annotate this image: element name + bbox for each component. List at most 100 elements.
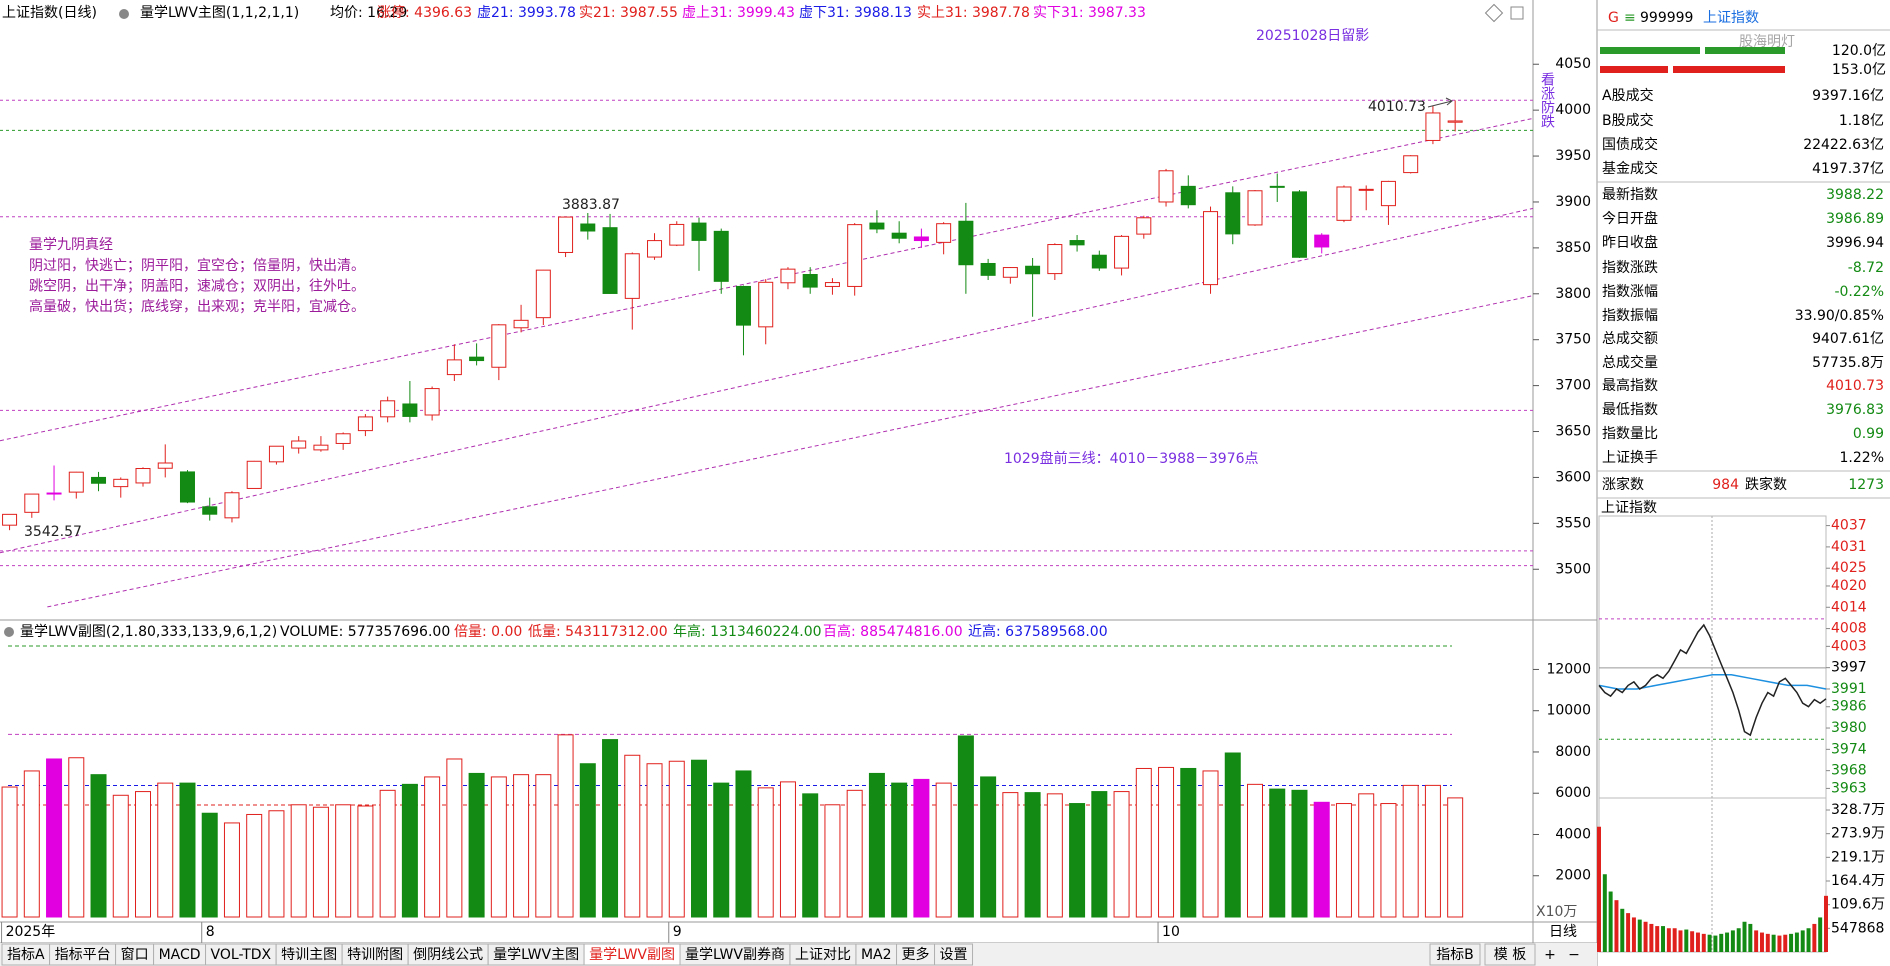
zoom-out[interactable]: − — [1568, 947, 1580, 963]
candle-body — [869, 222, 885, 230]
period-label[interactable]: 日线 — [1549, 924, 1577, 940]
chart-header: 虚21: 3993.78 — [477, 5, 576, 21]
candle-body — [802, 274, 818, 288]
candle-body — [291, 440, 307, 449]
tab-label[interactable]: 指标B — [1436, 947, 1474, 963]
chart-header: VOLUME: 577357696.00 — [280, 624, 450, 640]
y-tick-label: 3650 — [1555, 424, 1591, 440]
tab-label[interactable]: 特训附图 — [347, 947, 403, 963]
tab-label[interactable]: 设置 — [940, 947, 968, 963]
volume-bar — [46, 758, 63, 918]
intraday-volume-bar — [1800, 930, 1805, 952]
price-arrow — [1427, 97, 1453, 108]
candle-body — [758, 281, 774, 328]
chart-header: 虚下31: 3988.13 — [799, 5, 912, 21]
candle-body — [491, 324, 507, 368]
tab-label[interactable]: 量学LWV副券商 — [685, 947, 785, 963]
candle-body — [1002, 267, 1018, 278]
tab-label[interactable]: 指标A — [7, 947, 45, 963]
y-tick-label: 4031 — [1831, 539, 1867, 555]
chart-header: 上证指数(日线) — [2, 5, 97, 21]
intraday-volume-bar — [1643, 921, 1648, 952]
volume-bar — [535, 774, 552, 918]
candle-body — [179, 471, 195, 503]
intraday-volume-bar — [1631, 917, 1636, 952]
volume-bar — [624, 754, 641, 918]
tab-label[interactable]: 特训主图 — [281, 947, 337, 963]
quote-label: 最新指数 — [1602, 187, 1658, 203]
chart-header: 近高: 637589568.00 — [968, 623, 1108, 640]
volume-bar — [468, 772, 485, 918]
quote-value: 3976.83 — [1826, 402, 1884, 418]
intraday-volume-bar — [1777, 935, 1782, 952]
volume-bar — [1158, 766, 1175, 918]
volume-bar — [1224, 752, 1241, 918]
tab-label[interactable]: MA2 — [861, 947, 892, 963]
candle-body — [446, 359, 462, 376]
candle-body — [735, 285, 751, 326]
candle-body — [1203, 211, 1219, 286]
candle-body — [847, 224, 863, 287]
diamond-icon[interactable] — [1484, 3, 1504, 23]
intraday-volume-bar — [1818, 917, 1823, 952]
tab[interactable] — [1429, 943, 1481, 966]
g-label[interactable]: G — [1608, 10, 1619, 26]
candle-body — [669, 223, 685, 246]
quote-value: 9407.61亿 — [1812, 331, 1884, 347]
tab-label[interactable]: 量学LWV副图 — [589, 947, 675, 963]
annotation: 20251028日留影 — [1256, 28, 1369, 44]
candle-body — [1269, 185, 1285, 188]
tab-label[interactable]: 上证对比 — [795, 947, 851, 963]
volume-bar — [868, 772, 885, 918]
volume-bar — [913, 778, 930, 918]
zoom-in[interactable]: + — [1544, 947, 1556, 963]
volume-bar — [1069, 803, 1086, 918]
x-tick-label: 8 — [206, 924, 215, 940]
quote-value: -0.22% — [1834, 284, 1884, 300]
volume-bar — [1447, 797, 1464, 918]
volume-bar — [246, 813, 263, 918]
volume-bar — [424, 776, 441, 918]
volume-bar — [68, 757, 85, 918]
tab-label[interactable]: 模 板 — [1494, 947, 1526, 963]
candle-body — [157, 462, 173, 469]
y-tick-label: 4025 — [1831, 560, 1867, 576]
candle-body — [1291, 191, 1307, 258]
tab[interactable] — [1484, 943, 1536, 966]
window-icon[interactable] — [1510, 6, 1524, 20]
volume-bar — [201, 812, 218, 918]
volume-bar — [1046, 793, 1063, 918]
intraday-volume-bar — [1608, 891, 1613, 952]
y-tick-label: 3974 — [1831, 741, 1867, 757]
tab-label[interactable]: 窗口 — [121, 946, 149, 963]
tab-label[interactable]: VOL-TDX — [211, 947, 272, 963]
volume-bar — [357, 805, 374, 918]
candle-body — [402, 403, 418, 417]
tab[interactable] — [934, 943, 974, 966]
tab-label[interactable]: 更多 — [902, 946, 930, 963]
candle-body — [268, 445, 284, 463]
tab-label[interactable]: 倒阴线公式 — [413, 947, 483, 963]
y-tick-label: 3750 — [1555, 332, 1591, 348]
intraday-volume-bar — [1812, 923, 1817, 952]
volume-bar — [379, 789, 396, 918]
tab-label[interactable]: MACD — [159, 947, 201, 963]
volume-bar — [1247, 783, 1264, 918]
y-tick-label: 3963 — [1831, 780, 1867, 796]
candle-body — [1114, 235, 1130, 269]
menu-icon[interactable]: ≡ — [1624, 10, 1636, 26]
candle-body — [1358, 188, 1374, 191]
volume-bar — [1002, 792, 1019, 918]
notes-title: 量学九阴真经 — [29, 237, 113, 253]
watermark: 股海明灯 — [1739, 34, 1795, 50]
volume-bar — [401, 783, 418, 918]
y-tick-label: 273.9万 — [1831, 826, 1885, 842]
flow-bar — [1600, 66, 1668, 73]
y-tick-label: 6000 — [1555, 785, 1591, 801]
chart-header: 实上31: 3987.78 — [917, 5, 1030, 21]
tab-label[interactable]: 量学LWV主图 — [493, 947, 579, 963]
tab-label[interactable]: 指标平台 — [55, 947, 111, 963]
volume-bar — [312, 806, 329, 918]
volume-bar — [1113, 791, 1130, 918]
quote-label: A股成交 — [1602, 87, 1654, 104]
